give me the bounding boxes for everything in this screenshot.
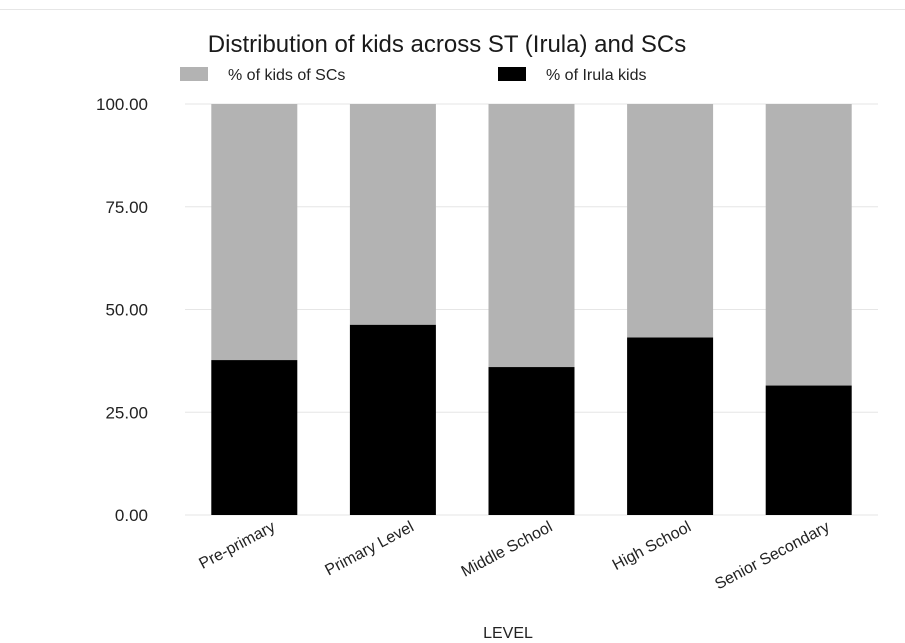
- legend-label-irula: % of Irula kids: [546, 67, 646, 84]
- bar-irula: [488, 367, 575, 515]
- legend: % of kids of SCs % of Irula kids: [180, 67, 646, 84]
- bar-irula: [765, 385, 852, 515]
- y-tick-label: 0.00: [115, 506, 148, 525]
- bars: [211, 104, 852, 515]
- bar-scs: [349, 104, 436, 325]
- x-axis-title: LEVEL: [483, 625, 533, 642]
- x-tick-label: High School: [610, 519, 694, 575]
- x-tick-label: Pre-primary: [196, 519, 278, 573]
- y-tick-label: 50.00: [105, 301, 148, 320]
- x-tick-label: Middle School: [459, 519, 556, 581]
- top-border: [0, 9, 905, 10]
- bar-irula: [349, 324, 436, 515]
- x-tick-label: Senior Secondary: [712, 519, 832, 594]
- legend-swatch-scs: [180, 67, 208, 81]
- y-tick-label: 25.00: [105, 403, 148, 422]
- chart-title: Distribution of kids across ST (Irula) a…: [208, 31, 686, 58]
- x-tick-label: Primary Level: [322, 519, 416, 580]
- bar-scs: [627, 104, 714, 338]
- bar-irula: [211, 360, 298, 515]
- legend-swatch-irula: [498, 67, 526, 81]
- legend-label-scs: % of kids of SCs: [228, 67, 345, 84]
- bar-scs: [765, 104, 852, 386]
- bar-scs: [211, 104, 298, 361]
- y-tick-label: 100.00: [96, 95, 148, 114]
- bar-irula: [627, 337, 714, 515]
- x-axis-ticks: Pre-primary Primary Level Middle School Hig…: [196, 519, 832, 594]
- bar-scs: [488, 104, 575, 368]
- y-tick-label: 75.00: [105, 198, 148, 217]
- y-axis-ticks: 0.00 25.00 50.00 75.00 100.00: [96, 95, 148, 525]
